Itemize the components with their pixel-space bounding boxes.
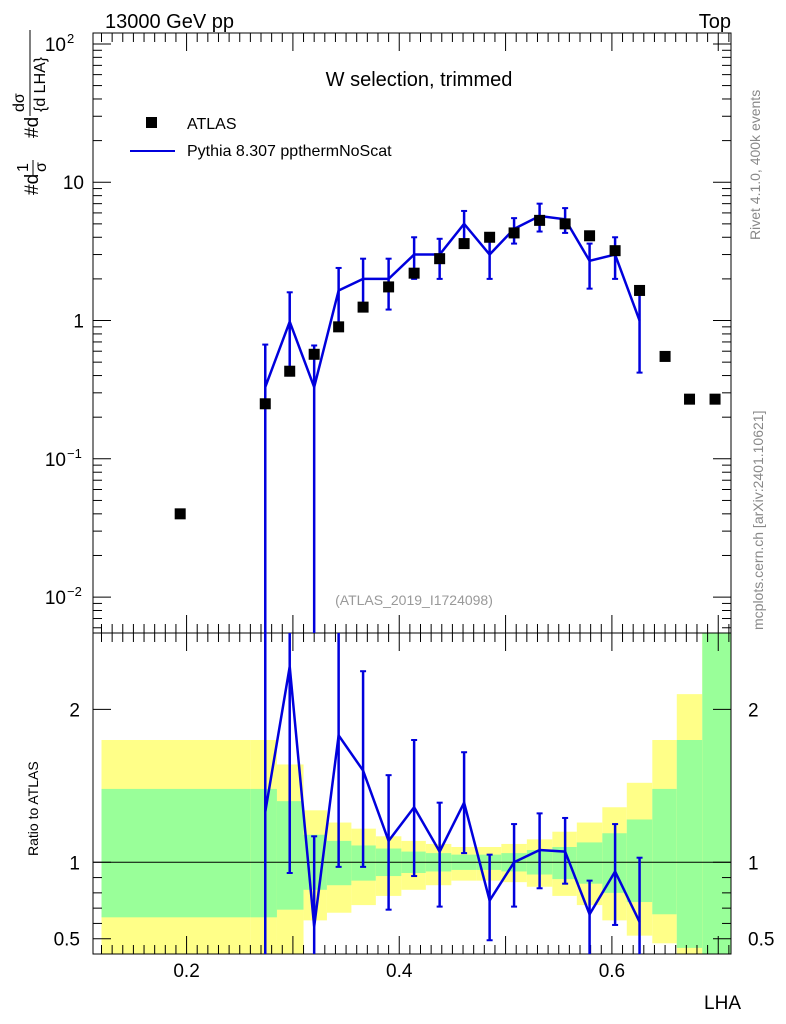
x-tick-label: 0.4 (386, 961, 413, 982)
atlas-point (308, 348, 320, 360)
analysis-watermark: (ATLAS_2019_I1724098) (335, 592, 493, 608)
green-band-segment (702, 633, 731, 954)
atlas-point (609, 245, 621, 257)
atlas-point (434, 253, 446, 265)
main-ylabel-part-2: 1 (15, 163, 32, 172)
ratio-ytick-label-right: 1 (748, 853, 759, 874)
main-ytick-label: 10 (45, 588, 66, 609)
ratio-axis-ticks: 0.2 0.4 0.6 0.5 0.5 1 1 2 2 (54, 633, 774, 982)
atlas-point (559, 218, 571, 230)
legend-atlas-marker (146, 117, 157, 128)
atlas-point (259, 398, 271, 410)
main-ytick-label: 10 (45, 35, 66, 56)
pythia-curve (264, 214, 641, 392)
atlas-point (408, 267, 420, 279)
green-band-segment (676, 740, 703, 948)
atlas-point (458, 238, 470, 250)
ratio-ylabel: Ratio to ATLAS (25, 761, 41, 856)
main-ytick-label: 1 (73, 312, 84, 333)
green-band-segment (652, 788, 677, 915)
x-tick-label: 0.6 (599, 961, 625, 982)
energy-label: 13000 GeV pp (105, 11, 234, 33)
ratio-panel-frame (92, 632, 732, 955)
category-label: Top (699, 11, 731, 33)
ratio-ytick-label-left: 0.5 (54, 930, 80, 951)
legend: ATLAS Pythia 8.307 ppthermNoScat (130, 116, 392, 160)
main-ylabel-part-1: #d (22, 174, 43, 195)
ratio-ytick-label-left: 2 (69, 700, 80, 721)
atlas-point (684, 393, 696, 405)
legend-pythia-label: Pythia 8.307 ppthermNoScat (187, 143, 392, 160)
main-ylabel-part-5: dσ (11, 93, 28, 112)
atlas-point (709, 393, 721, 405)
source-url-label: mcplots.cern.ch [arXiv:2401.10621] (750, 411, 766, 630)
ratio-curve (264, 666, 641, 927)
atlas-point (174, 508, 186, 520)
atlas-point (284, 365, 296, 377)
ratio-ytick-label-left: 1 (69, 853, 80, 874)
atlas-point (357, 301, 369, 313)
atlas-point (383, 281, 395, 293)
green-band-segment (576, 842, 603, 884)
atlas-point (534, 214, 546, 226)
atlas-point (484, 231, 496, 243)
main-ylabel-part-4: #d (22, 117, 43, 138)
main-ytick-exponent: −1 (67, 446, 82, 461)
main-ylabel-part-6: {d LHA} (32, 56, 49, 112)
atlas-point (508, 227, 520, 239)
legend-atlas-label: ATLAS (187, 116, 237, 133)
ratio-ytick-label-right: 0.5 (748, 930, 774, 951)
main-ylabel-part-3: σ (33, 162, 50, 172)
atlas-point (333, 321, 345, 333)
main-ylabel: #d 1 σ #d dσ {d LHA} (11, 30, 50, 195)
atlas-point (584, 230, 596, 242)
rivet-version-label: Rivet 4.1.0, 400k events (747, 90, 763, 240)
x-axis-label: LHA (704, 993, 741, 1014)
chart-title: W selection, trimmed (326, 69, 513, 91)
main-ytick-exponent: −2 (67, 584, 82, 599)
x-tick-label: 0.2 (173, 961, 199, 982)
green-band-segment (101, 788, 251, 918)
atlas-point (659, 350, 671, 362)
main-ytick-exponent: 2 (67, 31, 74, 46)
ratio-ytick-label-right: 2 (748, 700, 759, 721)
atlas-point (634, 284, 646, 296)
main-data-marks (174, 202, 721, 633)
main-ytick-label: 10 (63, 173, 84, 194)
ratio-data-marks (264, 633, 643, 954)
main-ytick-label: 10 (45, 450, 66, 471)
green-band-segment (250, 788, 277, 918)
